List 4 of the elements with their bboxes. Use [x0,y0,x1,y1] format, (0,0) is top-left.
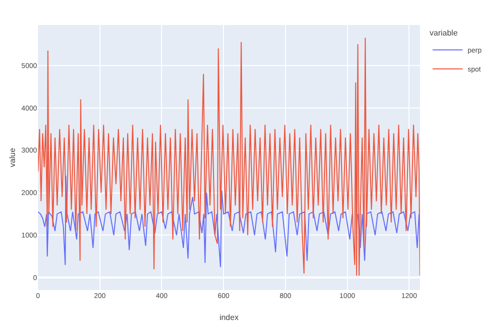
x-axis-title: index [219,313,239,322]
y-axis-title: value [8,147,18,168]
legend-title: variable [430,28,458,38]
line-series [38,37,420,276]
